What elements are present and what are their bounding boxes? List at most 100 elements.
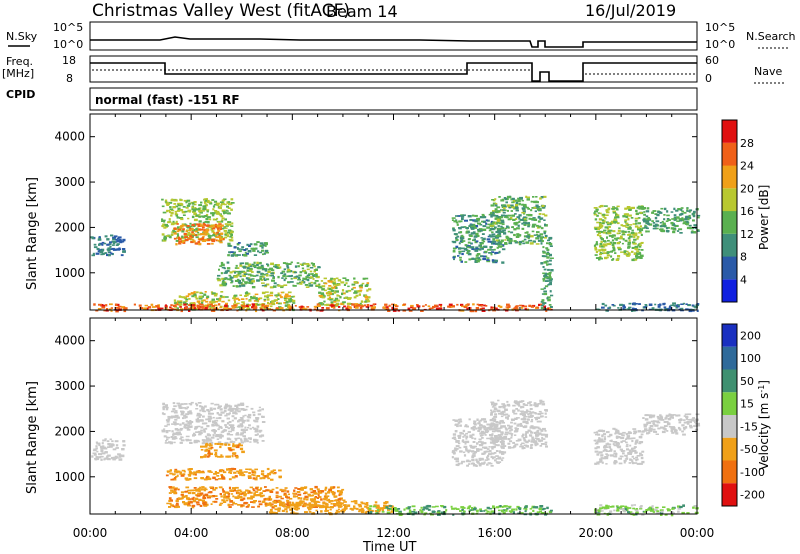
velocity-cell (214, 495, 218, 497)
velocity-cell (172, 408, 176, 411)
velocity-cell (542, 507, 546, 510)
power-cell (645, 220, 650, 223)
velocity-cell (227, 455, 231, 458)
power-cell (282, 291, 285, 294)
power-cell (663, 214, 666, 216)
velocity-cell (403, 508, 406, 511)
velocity-cell (512, 441, 515, 444)
power-cell (537, 216, 540, 219)
velocity-cell (528, 401, 532, 403)
power-cell (648, 223, 653, 226)
power-cell (458, 227, 462, 230)
velocity-cell (540, 443, 545, 445)
velocity-cell (353, 505, 356, 508)
power-cell (463, 305, 468, 309)
power-cell (482, 225, 487, 228)
power-cell (176, 303, 179, 306)
velocity-cell (512, 511, 515, 514)
velocity-cell (309, 507, 312, 510)
velocity-cell (166, 438, 169, 441)
power-cell (620, 251, 624, 253)
power-cell (230, 236, 234, 239)
velocity-cell (92, 449, 97, 452)
velocity-cell (522, 420, 526, 424)
velocity-cell (241, 492, 244, 495)
velocity-cell (501, 439, 504, 442)
velocity-cell (510, 436, 513, 439)
power-cell (187, 231, 191, 234)
velocity-cell (168, 499, 171, 502)
power-cell (504, 214, 509, 217)
velocity-cell (325, 502, 328, 505)
power-cell (493, 202, 496, 205)
velocity-cell (233, 408, 237, 410)
power-cell (366, 304, 370, 307)
velocity-cell (171, 423, 175, 425)
velocity-cell (253, 489, 256, 492)
power-cell (452, 250, 456, 253)
power-cell (202, 209, 205, 212)
power-cell (251, 271, 254, 273)
velocity-cell (189, 442, 193, 444)
power-cell (452, 305, 455, 308)
velocity-cell (544, 435, 548, 438)
velocity-cell (261, 421, 266, 423)
velocity-cell (258, 430, 262, 433)
power-cell (605, 209, 609, 212)
power-cell (177, 226, 181, 229)
velocity-cell (233, 489, 236, 492)
velocity-cell (108, 445, 113, 448)
velocity-cell (204, 478, 208, 481)
power-cell (288, 275, 292, 278)
velocity-cell (175, 471, 179, 474)
velocity-cell (209, 452, 213, 455)
power-cell (596, 308, 599, 310)
power-cell (543, 292, 548, 296)
velocity-cell (231, 455, 234, 458)
power-cell (230, 233, 233, 237)
velocity-cell (202, 455, 207, 458)
velocity-cell (537, 438, 540, 441)
velocity-cell (187, 421, 190, 423)
power-cell (601, 302, 605, 306)
power-cell (269, 274, 272, 277)
power-cell (627, 230, 631, 233)
power-cell (109, 241, 112, 244)
velocity-cell (231, 419, 234, 422)
velocity-cell (540, 512, 545, 515)
power-cell (312, 263, 315, 266)
velocity-cell (286, 506, 291, 509)
power-cell (600, 238, 604, 241)
power-cell (547, 263, 552, 266)
power-cell (305, 263, 310, 265)
velocity-cell (491, 406, 495, 408)
power-cell (515, 305, 519, 307)
power-cell (111, 240, 116, 243)
power-cell (526, 235, 531, 238)
velocity-cell (95, 447, 98, 450)
velocity-cell (173, 405, 177, 408)
velocity-cell (233, 471, 237, 474)
velocity-cell (201, 486, 205, 489)
power-cell (594, 246, 597, 250)
freq-unit-label: [MHz] (2, 67, 34, 80)
power-cell (490, 211, 493, 215)
power-cell (628, 208, 632, 211)
velocity-cell (484, 509, 488, 511)
velocity-cell (206, 475, 209, 478)
power-cell (595, 257, 600, 259)
power-cell (606, 254, 611, 257)
power-cell (215, 210, 220, 214)
power-cell (223, 272, 228, 274)
velocity-cell (294, 487, 298, 489)
velocity-cell (121, 455, 125, 458)
power-cell (312, 278, 315, 280)
power-cell (255, 309, 258, 313)
power-cell (276, 264, 280, 266)
velocity-cell (503, 413, 507, 416)
velocity-cell (303, 486, 308, 489)
velocity-cell (205, 448, 209, 451)
velocity-cell (175, 476, 178, 478)
velocity-cell (463, 454, 467, 457)
power-y-tick-label: 4000 (54, 130, 85, 144)
